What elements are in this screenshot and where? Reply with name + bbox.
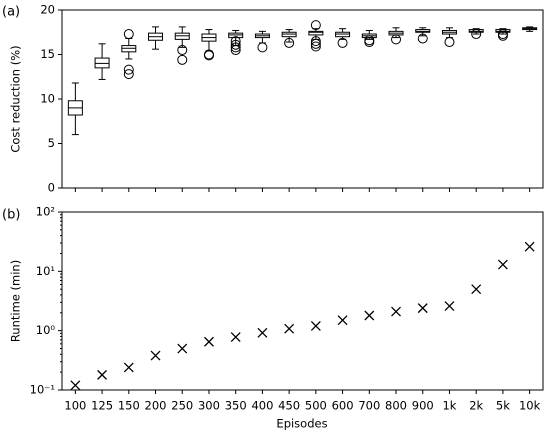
plot-frame [61, 9, 544, 189]
marker [310, 321, 321, 331]
outlier [257, 42, 268, 53]
outlier [203, 50, 214, 61]
y-tick-label: 5 [48, 136, 55, 150]
x-tick-label: 250 [171, 399, 193, 413]
outlier [310, 38, 321, 49]
x-axis-label: Episodes [276, 417, 327, 431]
outlier [123, 64, 134, 75]
x-tick-label: 200 [145, 399, 167, 413]
marker [257, 327, 268, 338]
marker [284, 323, 295, 334]
outlier [177, 54, 188, 65]
y-axis-label: Runtime (min) [9, 260, 23, 342]
x-tick-label: 450 [278, 399, 300, 413]
x-tick-label: 2k [469, 399, 483, 413]
marker [417, 303, 428, 314]
x-tick-label: 500 [305, 399, 327, 413]
marker [364, 310, 375, 321]
marker [337, 315, 348, 326]
y-tick-label: 10 [40, 92, 55, 106]
outlier [230, 39, 241, 50]
marker [97, 369, 108, 380]
x-tick-label: 300 [198, 399, 220, 413]
box [308, 30, 324, 36]
outlier [310, 20, 321, 31]
marker [204, 336, 214, 347]
plot-frame [61, 211, 544, 391]
outlier [471, 29, 482, 40]
outlier [337, 37, 348, 48]
x-tick-label: 5k [496, 399, 510, 413]
outlier [391, 34, 402, 45]
panel-label: (a) [2, 5, 20, 20]
outlier [123, 29, 134, 40]
marker [497, 259, 508, 270]
marker [150, 350, 161, 361]
outlier [123, 69, 134, 80]
x-tick-label: 900 [412, 399, 434, 413]
marker [123, 362, 134, 373]
outlier [310, 41, 321, 52]
y-tick-label: 10² [36, 205, 55, 219]
outlier [497, 29, 508, 40]
x-tick-label: 1k [442, 399, 456, 413]
y-tick-label: 15 [40, 47, 55, 61]
x-tick-label: 350 [225, 399, 247, 413]
outlier [230, 42, 241, 53]
outlier [177, 45, 188, 56]
marker [444, 301, 455, 312]
x-tick-label: 700 [358, 399, 380, 413]
x-tick-label: 100 [64, 399, 86, 413]
x-tick-label: 600 [332, 399, 354, 413]
y-tick-label: 10⁰ [36, 323, 56, 337]
outlier [364, 35, 375, 46]
outlier [444, 37, 455, 48]
x-tick-label: 800 [385, 399, 407, 413]
outlier [310, 36, 321, 47]
outlier [230, 45, 241, 56]
marker [177, 343, 188, 354]
marker [471, 284, 482, 295]
y-tick-label: 10¹ [36, 264, 55, 278]
x-tick-label: 125 [91, 399, 113, 413]
x-tick-label: 400 [251, 399, 273, 413]
marker [524, 241, 535, 252]
y-tick-label: 20 [40, 3, 55, 17]
outlier [417, 33, 428, 44]
panel-label: (b) [2, 208, 20, 223]
y-tick-label: 10⁻¹ [30, 383, 55, 397]
marker [230, 332, 241, 343]
marker [70, 380, 81, 391]
x-tick-label: 150 [118, 399, 140, 413]
outlier [284, 37, 295, 48]
y-tick-label: 0 [48, 181, 55, 195]
marker [391, 306, 401, 317]
x-tick-label: 10k [519, 399, 541, 413]
y-axis-label: Cost reduction (%) [9, 45, 23, 152]
